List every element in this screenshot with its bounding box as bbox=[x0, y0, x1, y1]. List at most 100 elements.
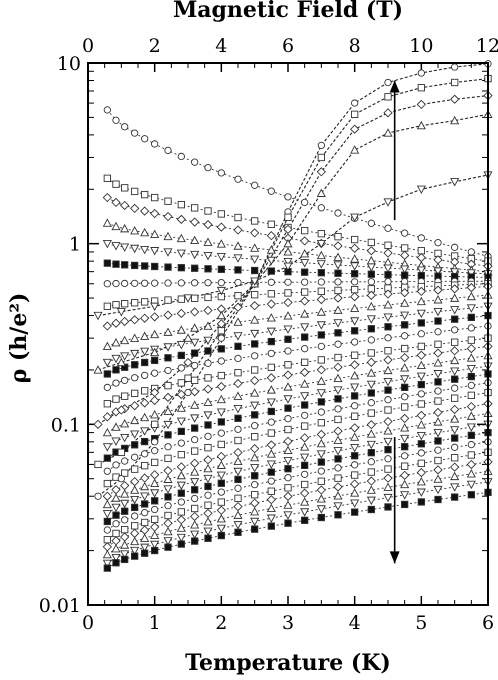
temperature-data-point bbox=[216, 451, 226, 462]
temperature-data-point bbox=[433, 465, 443, 475]
temperature-data-point bbox=[467, 391, 475, 399]
temperature-data-point bbox=[317, 467, 325, 475]
temperature-data-point bbox=[120, 316, 130, 327]
temperature-data-point bbox=[451, 326, 459, 334]
temperature-data-point bbox=[450, 293, 460, 302]
field-sweep-data-point bbox=[151, 438, 159, 446]
temperature-data-point bbox=[434, 387, 442, 395]
temperature-data-point bbox=[112, 395, 120, 403]
temperature-data-point bbox=[366, 496, 376, 506]
temperature-data-point bbox=[266, 449, 276, 458]
temperature-data-point bbox=[251, 411, 259, 419]
temperature-data-point bbox=[102, 321, 112, 331]
temperature-data-point bbox=[450, 355, 460, 365]
temperature-data-point bbox=[317, 278, 325, 286]
field-sweep-data-point bbox=[216, 286, 226, 296]
temperature-data-point bbox=[351, 508, 359, 516]
temperature-data-point bbox=[351, 452, 359, 460]
field-sweep-data-point bbox=[451, 78, 459, 87]
temperature-data-point bbox=[384, 241, 392, 249]
temperature-data-point bbox=[466, 469, 476, 478]
x-tick-label: 1 bbox=[149, 612, 161, 634]
temperature-data-point bbox=[163, 310, 173, 320]
temperature-data-point bbox=[203, 251, 213, 261]
temperature-data-point bbox=[140, 427, 150, 436]
temperature-data-point bbox=[301, 333, 309, 341]
temperature-data-point bbox=[283, 511, 293, 520]
temperature-data-point bbox=[333, 252, 343, 261]
temperature-data-point bbox=[234, 528, 242, 536]
temperature-data-point bbox=[317, 458, 325, 466]
temperature-data-point bbox=[367, 505, 375, 514]
temperature-data-point bbox=[111, 493, 121, 502]
temperature-data-point bbox=[417, 440, 425, 448]
temperature-data-point bbox=[164, 354, 172, 362]
temperature-data-point bbox=[416, 410, 426, 421]
temperature-data-point bbox=[383, 355, 393, 365]
temperature-data-point bbox=[190, 338, 200, 348]
temperature-data-point bbox=[163, 211, 173, 222]
field-sweep-data-point bbox=[316, 188, 326, 197]
temperature-data-point bbox=[334, 455, 342, 463]
field-sweep-data-point bbox=[417, 84, 425, 92]
temperature-data-point bbox=[316, 307, 326, 316]
temperature-data-point bbox=[450, 462, 460, 472]
temperature-data-point bbox=[191, 264, 199, 272]
field-sweep-data-point bbox=[150, 347, 160, 357]
temperature-data-point bbox=[267, 290, 275, 298]
field-sweep-data-point bbox=[216, 319, 226, 329]
temperature-data-point bbox=[434, 495, 442, 504]
temperature-data-point bbox=[283, 491, 293, 502]
temperature-data-point bbox=[384, 396, 392, 404]
temperature-data-point bbox=[450, 471, 460, 481]
temperature-data-point bbox=[351, 327, 359, 335]
temperature-data-point bbox=[120, 540, 130, 549]
temperature-data-point bbox=[417, 330, 425, 338]
temperature-data-point bbox=[334, 278, 342, 286]
temperature-data-point bbox=[467, 451, 475, 459]
temperature-data-point bbox=[190, 400, 200, 409]
temperature-data-point bbox=[267, 278, 275, 286]
temperature-data-point bbox=[251, 291, 259, 299]
temperature-data-point bbox=[367, 278, 375, 286]
temperature-data-point bbox=[384, 406, 392, 414]
temperature-data-point bbox=[450, 284, 460, 294]
temperature-data-point bbox=[141, 518, 149, 527]
temperature-data-point bbox=[176, 249, 186, 259]
field-sweep-data-point bbox=[351, 99, 359, 107]
temperature-data-point bbox=[233, 456, 243, 466]
temperature-data-point bbox=[267, 267, 275, 275]
temperature-data-point bbox=[131, 503, 139, 512]
temperature-data-point bbox=[163, 518, 173, 528]
temperature-data-point bbox=[317, 408, 325, 416]
temperature-data-point bbox=[140, 313, 150, 323]
temperature-data-point bbox=[334, 329, 342, 337]
temperature-data-point bbox=[234, 354, 242, 363]
temperature-data-point bbox=[401, 403, 409, 411]
field-sweep-data-point bbox=[350, 145, 360, 154]
temperature-data-point bbox=[300, 367, 310, 378]
temperature-data-point bbox=[103, 280, 111, 288]
temperature-data-point bbox=[163, 485, 173, 494]
temperature-data-point bbox=[333, 305, 343, 314]
temperature-data-point bbox=[383, 365, 393, 375]
temperature-data-point bbox=[317, 356, 325, 364]
x2-tick-label: 4 bbox=[215, 35, 227, 57]
temperature-data-point bbox=[383, 248, 393, 258]
temperature-data-point bbox=[383, 493, 393, 503]
temperature-data-point bbox=[333, 261, 343, 270]
temperature-data-point bbox=[203, 463, 213, 473]
y-tick-label: 0.1 bbox=[51, 414, 81, 436]
temperature-data-point bbox=[140, 245, 150, 255]
temperature-data-point bbox=[416, 286, 426, 297]
temperature-data-point bbox=[164, 493, 172, 501]
temperature-data-point bbox=[251, 217, 259, 225]
temperature-data-point bbox=[384, 465, 392, 473]
temperature-trace bbox=[107, 345, 489, 418]
temperature-data-point bbox=[216, 222, 226, 232]
temperature-data-point bbox=[284, 347, 292, 355]
temperature-data-point bbox=[417, 319, 425, 327]
temperature-data-point bbox=[204, 359, 212, 367]
temperature-data-point bbox=[450, 404, 460, 415]
temperature-data-point bbox=[102, 240, 112, 249]
